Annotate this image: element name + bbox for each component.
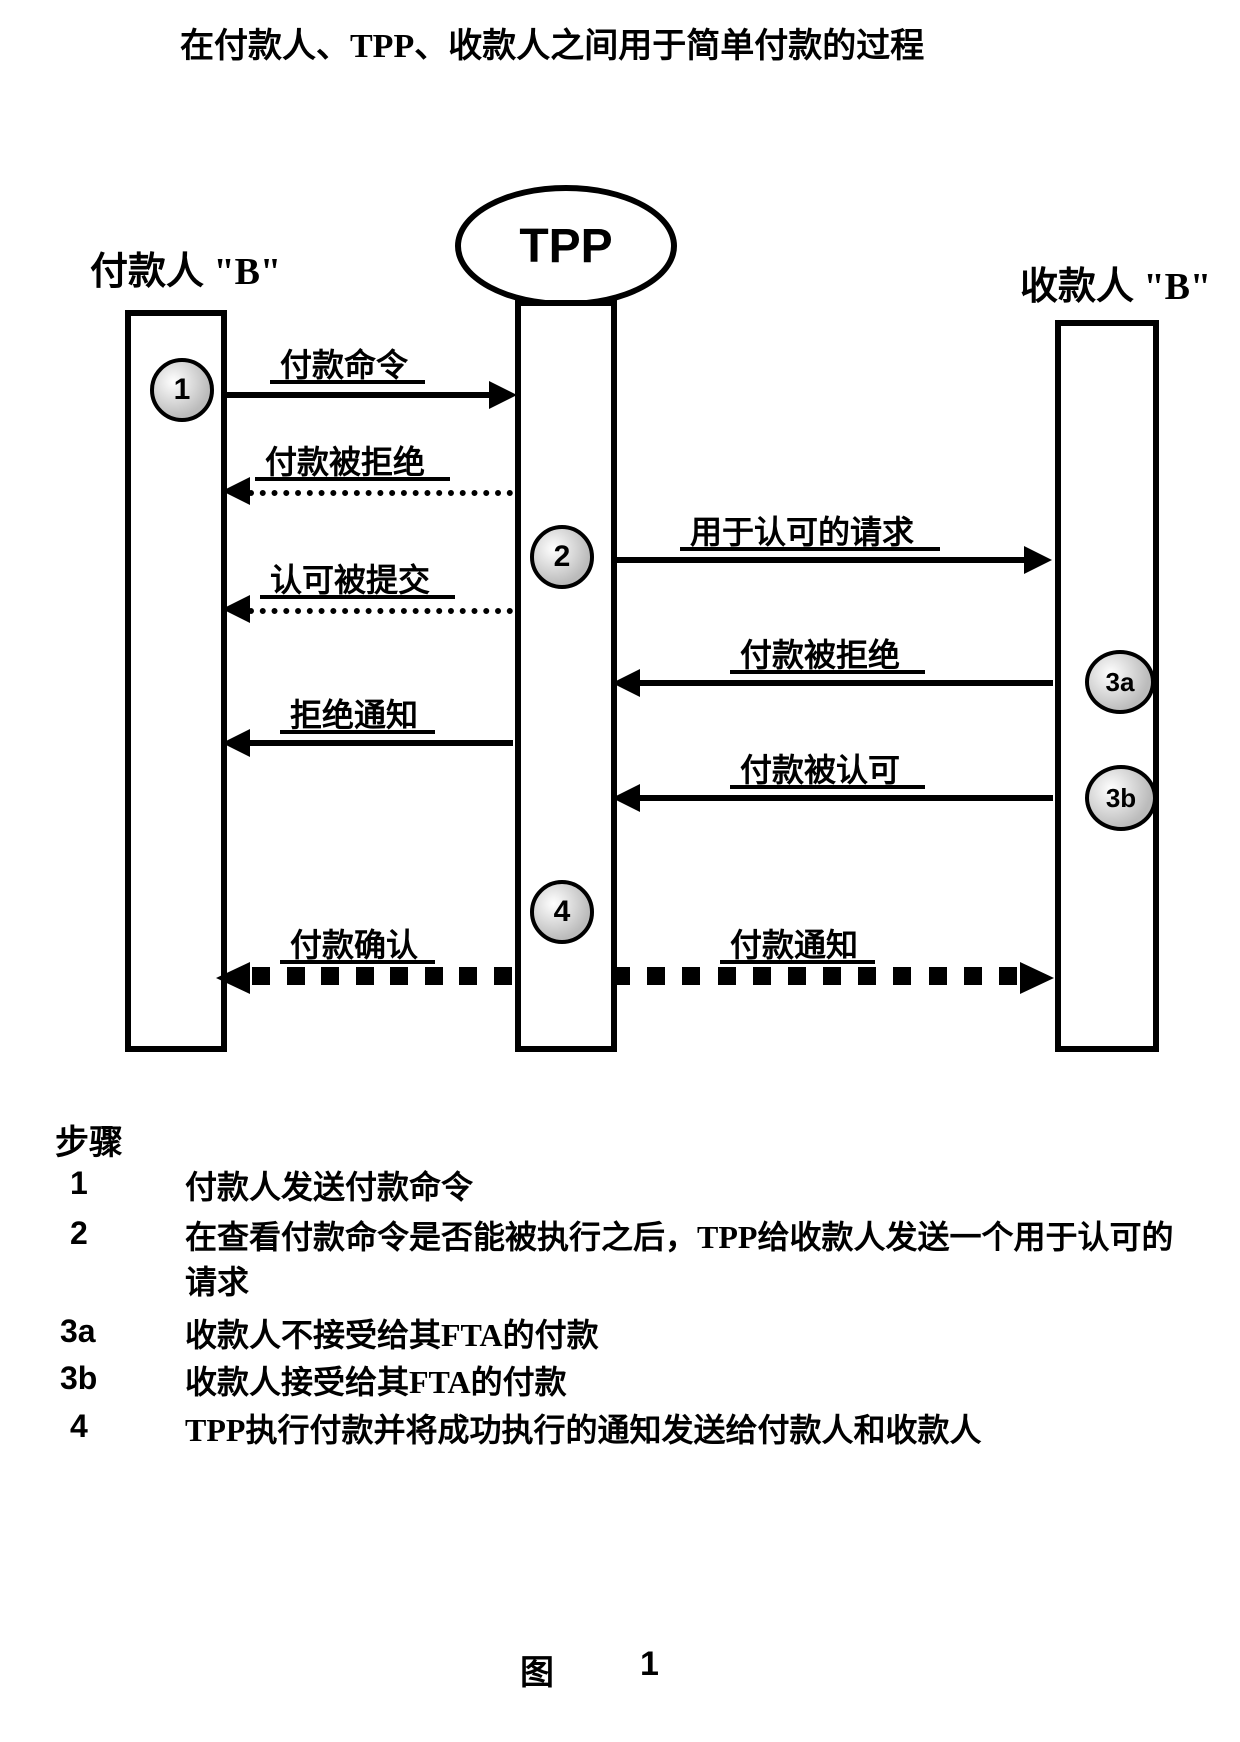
actor-payer-label: 付款人 "B" xyxy=(90,240,281,295)
step-1-num: 1 xyxy=(70,1165,88,1202)
arrow-m4 xyxy=(248,608,513,614)
step-3a-num: 3a xyxy=(60,1313,96,1350)
step-3b-text: 收款人接受给其FTA的付款 xyxy=(185,1360,567,1405)
badge-3b-text: 3b xyxy=(1106,783,1136,814)
badge-4: 4 xyxy=(530,880,594,944)
badge-2-text: 2 xyxy=(554,540,571,574)
step-2-num: 2 xyxy=(70,1215,88,1252)
arrow-m2 xyxy=(248,490,513,496)
actor-payee-label: 收款人 "B" xyxy=(1020,255,1211,310)
arrow-m7-head xyxy=(612,784,640,812)
arrow-m3 xyxy=(611,557,1026,563)
arrow-m8 xyxy=(252,967,512,985)
badge-2: 2 xyxy=(530,525,594,589)
u5 xyxy=(730,670,925,674)
step-3a-text: 收款人不接受给其FTA的付款 xyxy=(185,1313,599,1358)
steps-header: 步骤 xyxy=(55,1115,123,1164)
step-4-text: TPP执行付款并将成功执行的通知发送给付款人和收款人 xyxy=(185,1408,981,1453)
figure-label-b: 1 xyxy=(640,1645,659,1684)
u7 xyxy=(730,785,925,789)
arrow-m1-head xyxy=(489,381,517,409)
step-2-text: 在查看付款命令是否能被执行之后，TPP给收款人发送一个用于认可的请求 xyxy=(185,1215,1205,1305)
u6 xyxy=(280,730,435,734)
actor-tpp-ellipse: TPP xyxy=(455,185,677,307)
badge-1-text: 1 xyxy=(174,373,191,407)
arrow-m5-head xyxy=(612,669,640,697)
step-1-text: 付款人发送付款命令 xyxy=(185,1165,473,1210)
arrow-m3-head xyxy=(1024,546,1052,574)
diagram-title: 在付款人、TPP、收款人之间用于简单付款的过程 xyxy=(180,18,924,67)
figure-label-a: 图 xyxy=(520,1645,554,1694)
arrow-m9-head xyxy=(1020,962,1054,994)
step-4-num: 4 xyxy=(70,1408,88,1445)
arrow-m7 xyxy=(638,795,1053,801)
badge-1: 1 xyxy=(150,358,214,422)
actor-tpp-label: TPP xyxy=(519,219,612,274)
badge-4-text: 4 xyxy=(554,895,571,929)
arrow-m6 xyxy=(248,740,513,746)
arrow-m5 xyxy=(638,680,1053,686)
arrow-m9 xyxy=(612,967,1017,985)
u3 xyxy=(680,547,940,551)
arrow-m8-head xyxy=(216,962,250,994)
u9 xyxy=(720,960,875,964)
arrow-m1 xyxy=(221,392,491,398)
step-3b-num: 3b xyxy=(60,1360,97,1397)
u8 xyxy=(280,960,435,964)
arrow-m4-head xyxy=(222,595,250,623)
u4 xyxy=(260,595,455,599)
arrow-m2-head xyxy=(222,477,250,505)
badge-3a-text: 3a xyxy=(1106,667,1135,698)
badge-3b: 3b xyxy=(1085,765,1157,831)
badge-3a: 3a xyxy=(1085,650,1155,714)
arrow-m6-head xyxy=(222,729,250,757)
u1 xyxy=(270,380,425,384)
u2 xyxy=(255,477,450,481)
